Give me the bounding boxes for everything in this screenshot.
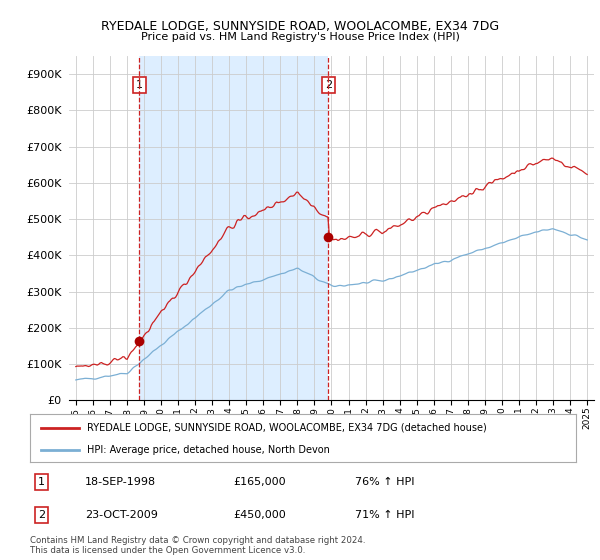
Text: 71% ↑ HPI: 71% ↑ HPI	[355, 510, 415, 520]
Text: Contains HM Land Registry data © Crown copyright and database right 2024.
This d: Contains HM Land Registry data © Crown c…	[30, 536, 365, 556]
Text: 76% ↑ HPI: 76% ↑ HPI	[355, 477, 415, 487]
Text: HPI: Average price, detached house, North Devon: HPI: Average price, detached house, Nort…	[88, 445, 330, 455]
Text: £450,000: £450,000	[234, 510, 287, 520]
Text: 1: 1	[38, 477, 45, 487]
Text: 23-OCT-2009: 23-OCT-2009	[85, 510, 158, 520]
Text: 2: 2	[38, 510, 45, 520]
Text: 18-SEP-1998: 18-SEP-1998	[85, 477, 156, 487]
Text: 1: 1	[136, 80, 143, 90]
Bar	[139, 56, 328, 400]
Text: RYEDALE LODGE, SUNNYSIDE ROAD, WOOLACOMBE, EX34 7DG (detached house): RYEDALE LODGE, SUNNYSIDE ROAD, WOOLACOMB…	[88, 423, 487, 433]
Text: £165,000: £165,000	[234, 477, 286, 487]
Text: RYEDALE LODGE, SUNNYSIDE ROAD, WOOLACOMBE, EX34 7DG: RYEDALE LODGE, SUNNYSIDE ROAD, WOOLACOMB…	[101, 20, 499, 32]
Text: 2: 2	[325, 80, 332, 90]
Text: Price paid vs. HM Land Registry's House Price Index (HPI): Price paid vs. HM Land Registry's House …	[140, 32, 460, 42]
